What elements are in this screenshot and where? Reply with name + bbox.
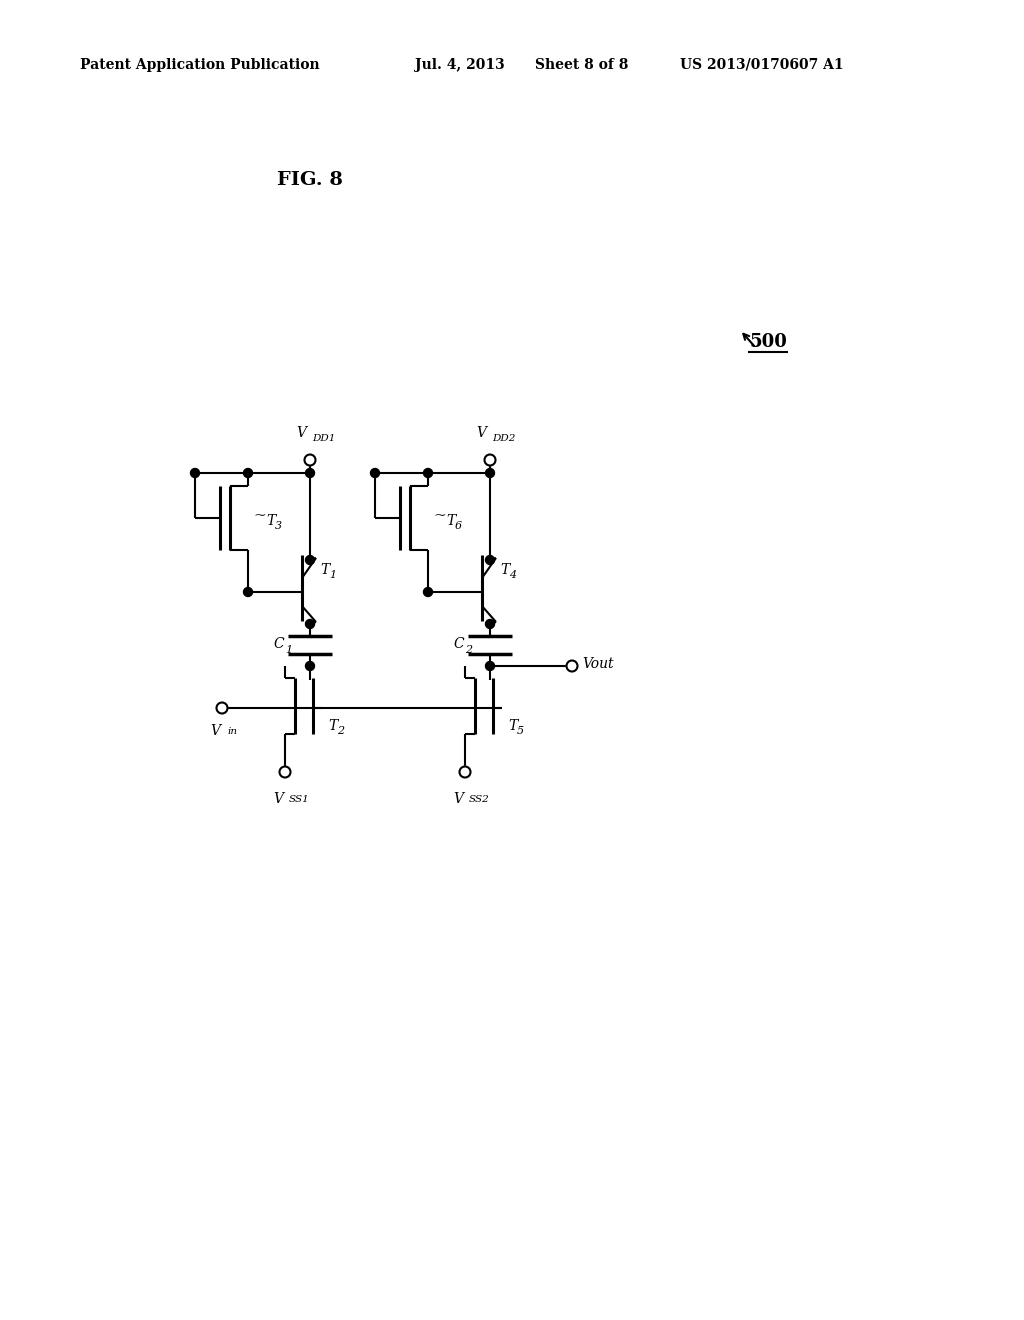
Circle shape bbox=[424, 469, 432, 478]
Circle shape bbox=[485, 556, 495, 565]
Text: T: T bbox=[319, 564, 330, 577]
Text: C: C bbox=[454, 638, 464, 651]
Text: 1: 1 bbox=[285, 645, 292, 655]
Text: T: T bbox=[266, 513, 275, 528]
Circle shape bbox=[485, 469, 495, 478]
Circle shape bbox=[305, 469, 314, 478]
Text: V: V bbox=[210, 723, 220, 738]
Text: SS1: SS1 bbox=[289, 795, 309, 804]
Text: 4: 4 bbox=[509, 570, 516, 579]
Circle shape bbox=[424, 587, 432, 597]
Circle shape bbox=[190, 469, 200, 478]
Text: FIG. 8: FIG. 8 bbox=[278, 172, 343, 189]
Circle shape bbox=[485, 661, 495, 671]
Text: ~: ~ bbox=[253, 510, 266, 523]
Text: V: V bbox=[453, 792, 463, 807]
Text: Patent Application Publication: Patent Application Publication bbox=[80, 58, 319, 73]
Circle shape bbox=[566, 660, 578, 672]
Text: in: in bbox=[227, 727, 237, 737]
Text: V: V bbox=[296, 426, 306, 440]
Circle shape bbox=[280, 767, 291, 777]
Circle shape bbox=[484, 454, 496, 466]
Circle shape bbox=[244, 469, 253, 478]
Text: Vout: Vout bbox=[582, 657, 613, 671]
Text: DD1: DD1 bbox=[312, 434, 336, 444]
Circle shape bbox=[305, 619, 314, 628]
Text: T: T bbox=[446, 513, 456, 528]
Text: ~: ~ bbox=[433, 510, 445, 523]
Text: 5: 5 bbox=[517, 726, 524, 737]
Text: V: V bbox=[273, 792, 283, 807]
Circle shape bbox=[244, 587, 253, 597]
Circle shape bbox=[216, 702, 227, 714]
Text: V: V bbox=[476, 426, 486, 440]
Text: 500: 500 bbox=[750, 333, 786, 351]
Circle shape bbox=[305, 556, 314, 565]
Text: SS2: SS2 bbox=[469, 795, 489, 804]
Text: US 2013/0170607 A1: US 2013/0170607 A1 bbox=[680, 58, 844, 73]
Text: 2: 2 bbox=[465, 645, 472, 655]
Circle shape bbox=[304, 454, 315, 466]
Text: 1: 1 bbox=[329, 570, 336, 579]
Text: T: T bbox=[328, 719, 337, 733]
Circle shape bbox=[305, 661, 314, 671]
Text: C: C bbox=[273, 638, 284, 651]
Text: 6: 6 bbox=[455, 521, 462, 531]
Text: 3: 3 bbox=[275, 521, 283, 531]
Text: 2: 2 bbox=[337, 726, 344, 737]
Circle shape bbox=[371, 469, 380, 478]
Text: Sheet 8 of 8: Sheet 8 of 8 bbox=[535, 58, 629, 73]
Circle shape bbox=[485, 619, 495, 628]
Text: Jul. 4, 2013: Jul. 4, 2013 bbox=[415, 58, 505, 73]
Circle shape bbox=[460, 767, 470, 777]
Text: T: T bbox=[500, 564, 509, 577]
Text: T: T bbox=[508, 719, 517, 733]
Text: DD2: DD2 bbox=[492, 434, 515, 444]
